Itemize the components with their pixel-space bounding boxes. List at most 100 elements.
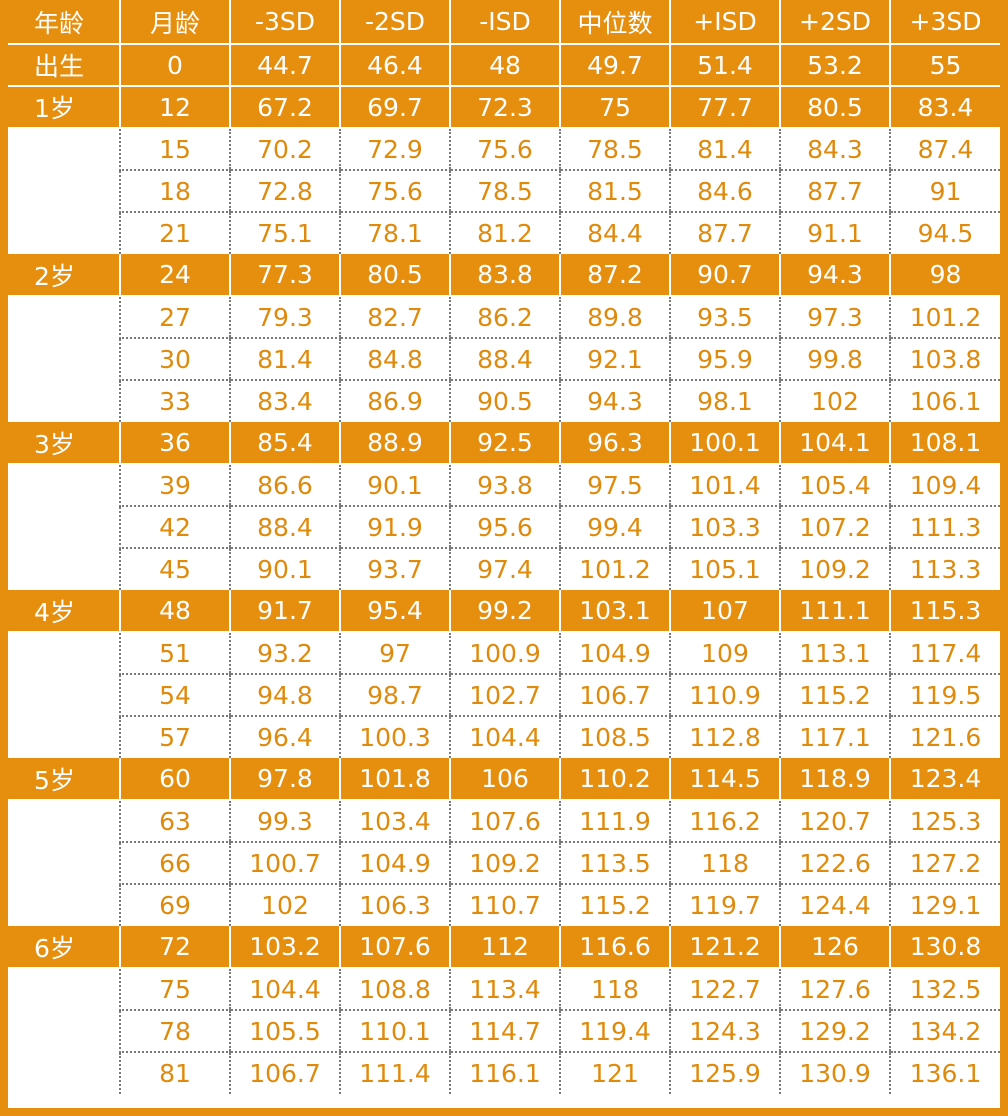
- age-group-cell: 2岁: [8, 254, 120, 297]
- month-age-cell: 66: [119, 842, 230, 885]
- height-value-cell: 89.8: [559, 296, 670, 339]
- height-value-cell: 111.1: [779, 590, 890, 633]
- month-age-cell: 0: [119, 44, 230, 87]
- table-row: 1岁 12 67.2 69.7 72.3 75 77.7 80.5 83.4: [8, 86, 1000, 129]
- height-value-cell: 83.8: [449, 254, 560, 297]
- height-value-cell: 86.6: [229, 464, 340, 507]
- height-value-cell: 106.3: [339, 884, 450, 926]
- height-value-cell: 121.2: [669, 926, 780, 969]
- height-value-cell: 77.3: [229, 254, 340, 297]
- age-group-cell: [8, 548, 120, 590]
- height-value-cell: 104.4: [229, 968, 340, 1011]
- height-value-cell: 110.2: [559, 758, 670, 801]
- height-value-cell: 88.4: [229, 506, 340, 549]
- table-row: 21 75.1 78.1 81.2 84.4 87.7 91.1 94.5: [8, 212, 1000, 254]
- height-value-cell: 103.8: [889, 338, 1000, 381]
- height-value-cell: 97.5: [559, 464, 670, 507]
- height-value-cell: 84.3: [779, 128, 890, 171]
- table-row: 78 105.5 110.1 114.7 119.4 124.3 129.2 134.2: [8, 1010, 1000, 1053]
- height-value-cell: 119.5: [889, 674, 1000, 717]
- height-value-cell: 51.4: [669, 44, 780, 87]
- height-value-cell: 111.4: [339, 1052, 450, 1094]
- table-row: 30 81.4 84.8 88.4 92.1 95.9 99.8 103.8: [8, 338, 1000, 381]
- table-row: 27 79.3 82.7 86.2 89.8 93.5 97.3 101.2: [8, 296, 1000, 339]
- height-value-cell: 106.1: [889, 380, 1000, 422]
- column-header: +3SD: [889, 0, 1000, 45]
- height-value-cell: 88.4: [449, 338, 560, 381]
- height-value-cell: 101.4: [669, 464, 780, 507]
- height-value-cell: 101.2: [559, 548, 670, 590]
- height-value-cell: 75.1: [229, 212, 340, 254]
- table-row: 5岁 60 97.8 101.8 106 110.2 114.5 118.9 123.4: [8, 758, 1000, 801]
- age-group-cell: [8, 884, 120, 926]
- height-value-cell: 110.7: [449, 884, 560, 926]
- height-value-cell: 110.9: [669, 674, 780, 717]
- height-value-cell: 100.7: [229, 842, 340, 885]
- height-value-cell: 95.9: [669, 338, 780, 381]
- height-value-cell: 136.1: [889, 1052, 1000, 1094]
- table-row: 63 99.3 103.4 107.6 111.9 116.2 120.7 125.3: [8, 800, 1000, 843]
- height-value-cell: 96.4: [229, 716, 340, 758]
- age-group-cell: [8, 296, 120, 338]
- height-value-cell: 116.6: [559, 926, 670, 969]
- table-row: 54 94.8 98.7 102.7 106.7 110.9 115.2 119.5: [8, 674, 1000, 717]
- height-value-cell: 105.1: [669, 548, 780, 590]
- height-value-cell: 102: [229, 884, 340, 926]
- column-header: 中位数: [559, 0, 670, 45]
- column-header: -2SD: [339, 0, 450, 45]
- height-value-cell: 86.2: [449, 296, 560, 339]
- height-value-cell: 75: [559, 86, 670, 129]
- height-value-cell: 98.1: [669, 380, 780, 422]
- height-value-cell: 84.8: [339, 338, 450, 381]
- height-value-cell: 84.4: [559, 212, 670, 254]
- month-age-cell: 81: [119, 1052, 230, 1094]
- height-value-cell: 108.1: [889, 422, 1000, 465]
- height-value-cell: 123.4: [889, 758, 1000, 801]
- height-value-cell: 72.9: [339, 128, 450, 171]
- age-group-cell: 6岁: [8, 926, 120, 969]
- height-value-cell: 98.7: [339, 674, 450, 717]
- height-value-cell: 100.1: [669, 422, 780, 465]
- age-group-cell: [8, 380, 120, 422]
- height-value-cell: 105.4: [779, 464, 890, 507]
- column-header: +2SD: [779, 0, 890, 45]
- height-value-cell: 83.4: [229, 380, 340, 422]
- height-value-cell: 92.5: [449, 422, 560, 465]
- height-value-cell: 95.6: [449, 506, 560, 549]
- height-value-cell: 85.4: [229, 422, 340, 465]
- age-group-cell: [8, 674, 120, 716]
- height-value-cell: 108.8: [339, 968, 450, 1011]
- month-age-cell: 63: [119, 800, 230, 843]
- month-age-cell: 42: [119, 506, 230, 549]
- height-value-cell: 127.6: [779, 968, 890, 1011]
- height-value-cell: 53.2: [779, 44, 890, 87]
- table-row: 18 72.8 75.6 78.5 81.5 84.6 87.7 91: [8, 170, 1000, 213]
- month-age-cell: 15: [119, 128, 230, 171]
- height-value-cell: 81.5: [559, 170, 670, 213]
- height-value-cell: 72.8: [229, 170, 340, 213]
- height-value-cell: 48: [449, 44, 560, 87]
- height-value-cell: 97.8: [229, 758, 340, 801]
- height-value-cell: 112.8: [669, 716, 780, 758]
- height-value-cell: 94.8: [229, 674, 340, 717]
- table-row: 出生 0 44.7 46.4 48 49.7 51.4 53.2 55: [8, 44, 1000, 87]
- height-value-cell: 103.2: [229, 926, 340, 969]
- height-value-cell: 46.4: [339, 44, 450, 87]
- height-value-cell: 82.7: [339, 296, 450, 339]
- height-value-cell: 49.7: [559, 44, 670, 87]
- height-value-cell: 44.7: [229, 44, 340, 87]
- age-group-cell: 5岁: [8, 758, 120, 801]
- height-value-cell: 109.2: [779, 548, 890, 590]
- table-row: 81 106.7 111.4 116.1 121 125.9 130.9 136.1: [8, 1052, 1000, 1094]
- height-value-cell: 87.7: [669, 212, 780, 254]
- table-row: 45 90.1 93.7 97.4 101.2 105.1 109.2 113.3: [8, 548, 1000, 590]
- height-value-cell: 93.7: [339, 548, 450, 590]
- height-value-cell: 84.6: [669, 170, 780, 213]
- age-group-cell: [8, 170, 120, 212]
- height-value-cell: 108.5: [559, 716, 670, 758]
- height-value-cell: 120.7: [779, 800, 890, 843]
- table-row: 39 86.6 90.1 93.8 97.5 101.4 105.4 109.4: [8, 464, 1000, 507]
- age-group-cell: 4岁: [8, 590, 120, 633]
- height-value-cell: 107.6: [339, 926, 450, 969]
- column-header: 年龄: [8, 0, 120, 45]
